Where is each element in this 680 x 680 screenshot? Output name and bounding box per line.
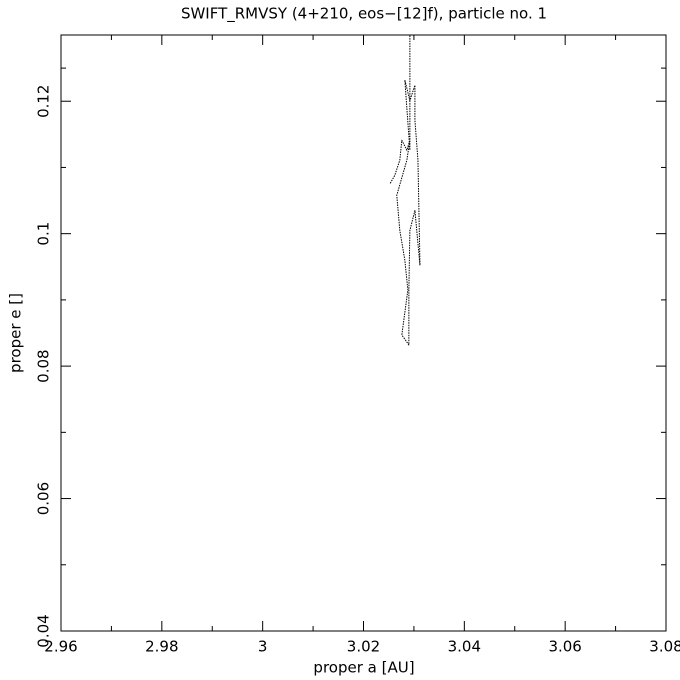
- y-tick-label: 0.04: [35, 614, 53, 647]
- y-tick-label: 0.06: [35, 482, 53, 515]
- x-tick-label: 3.04: [448, 638, 481, 656]
- x-tick-label: 2.96: [44, 638, 77, 656]
- axes: [60, 35, 667, 632]
- y-tick-label: 0.1: [35, 222, 53, 246]
- plot-frame: [60, 34, 667, 632]
- chart-title: SWIFT_RMVSY (4+210, eos−[12]f), particle…: [181, 5, 547, 24]
- y-tick-label: 0.08: [35, 349, 53, 382]
- x-tick-label: 3.06: [548, 638, 581, 656]
- x-axis-label: proper a [AU]: [313, 659, 414, 677]
- y-tick-label: 0.12: [35, 85, 53, 118]
- x-tick-label: 2.98: [145, 638, 178, 656]
- x-tick-label: 3.02: [347, 638, 380, 656]
- x-tick-label: 3: [258, 638, 268, 656]
- data-line: [389, 35, 421, 346]
- x-tick-label: 3.08: [649, 638, 680, 656]
- y-axis-label: proper e []: [7, 293, 25, 373]
